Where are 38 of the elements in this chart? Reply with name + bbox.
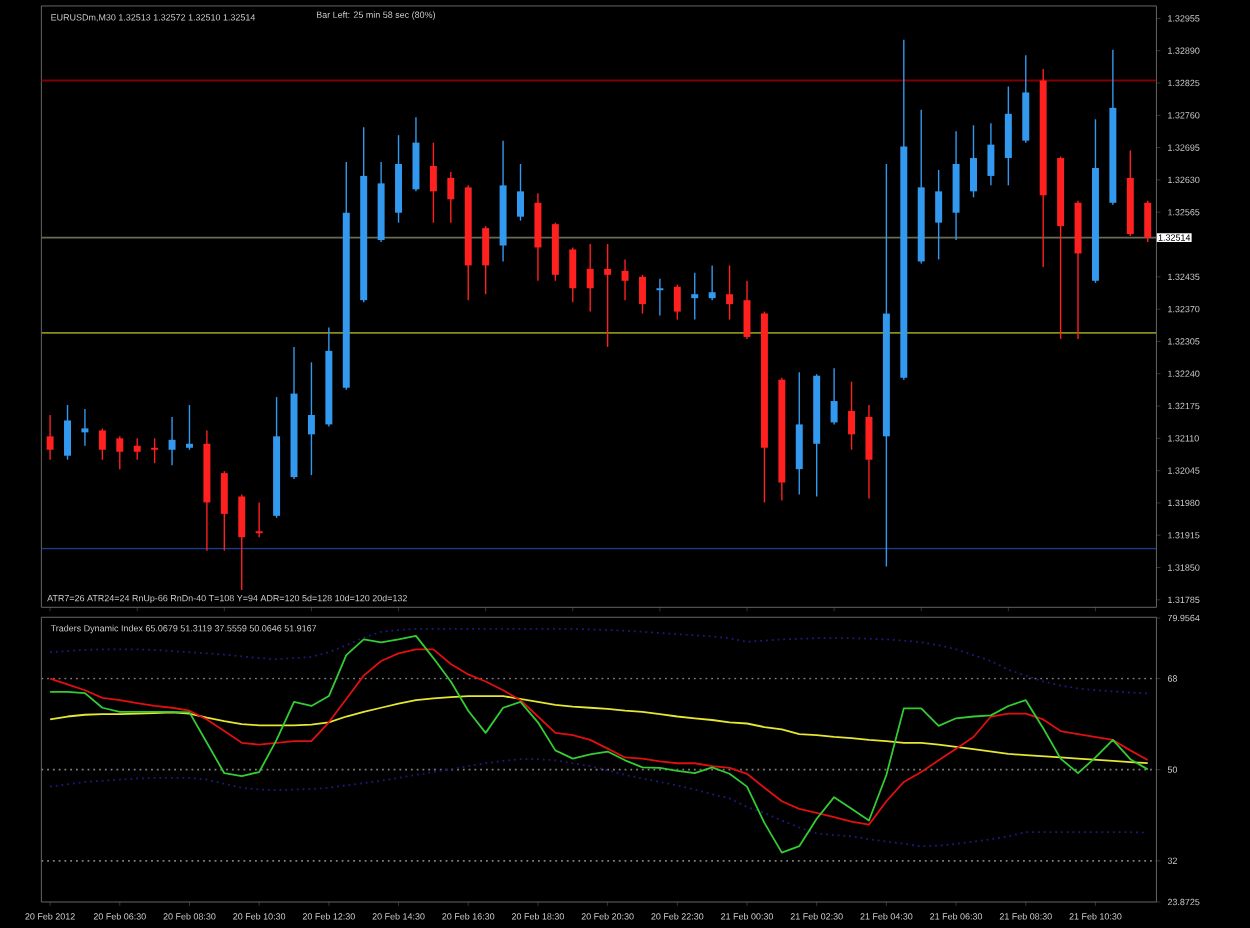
candlestick — [935, 169, 943, 261]
candlestick — [569, 246, 577, 303]
candlestick — [220, 470, 228, 552]
candlestick — [64, 404, 71, 461]
candlestick — [429, 142, 437, 224]
candlestick — [656, 278, 664, 317]
candlestick — [621, 258, 629, 301]
candlestick — [307, 361, 315, 476]
candlestick — [726, 264, 734, 321]
candlestick — [116, 435, 124, 470]
candlestick — [517, 163, 524, 222]
candlestick — [604, 243, 612, 348]
candlestick — [1004, 85, 1012, 187]
candlestick — [691, 272, 699, 321]
candlestick — [987, 122, 995, 187]
candlestick — [482, 225, 490, 295]
candlestick — [673, 284, 681, 321]
candlestick — [168, 416, 176, 466]
candlestick — [1144, 200, 1152, 243]
candlestick — [255, 501, 263, 538]
candlestick — [795, 371, 803, 496]
candlestick — [98, 427, 106, 461]
candlestick — [81, 408, 89, 447]
candlestick — [185, 404, 193, 451]
candlestick — [638, 274, 646, 315]
candlestick — [830, 367, 838, 426]
candlestick — [151, 437, 159, 464]
candlestick — [133, 437, 141, 461]
candlestick — [412, 116, 420, 193]
candlestick — [447, 171, 455, 224]
candlestick — [46, 414, 54, 461]
candlestick — [848, 381, 856, 451]
candlestick — [534, 192, 542, 282]
candlestick — [970, 124, 977, 199]
candlestick — [865, 404, 873, 500]
candlestick — [708, 264, 716, 301]
candlestick — [238, 493, 246, 591]
candlestick — [586, 243, 594, 313]
